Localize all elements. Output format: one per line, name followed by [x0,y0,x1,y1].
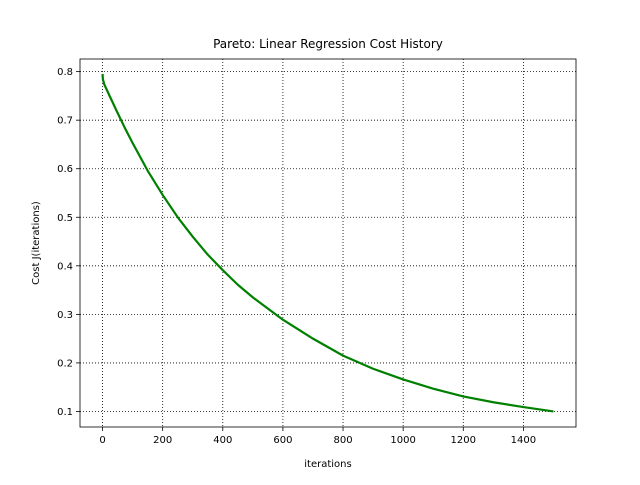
x-tick-label: 0 [99,435,105,446]
y-tick-label: 0.8 [57,67,73,78]
x-tick-label: 1400 [511,435,536,446]
x-tick-label: 200 [153,435,172,446]
y-tick-label: 0.2 [57,358,73,369]
y-axis-label: Cost J(iterations) [31,201,42,285]
series-layer [101,73,554,413]
cost-history-line [101,73,554,413]
grid [80,59,576,427]
x-tick-label: 800 [333,435,352,446]
y-tick-label: 0.4 [57,261,73,272]
y-tick-label: 0.3 [57,310,73,321]
x-tick-label: 400 [213,435,232,446]
plot-frame [79,58,577,428]
x-tick-label: 600 [273,435,292,446]
x-tick-label: 1200 [451,435,476,446]
chart-title: Pareto: Linear Regression Cost History [213,37,443,51]
y-tick-label: 0.6 [57,164,73,175]
y-tick-label: 0.5 [57,213,73,224]
y-tick-label: 0.1 [57,407,73,418]
ticks: 0 200 400 600 800 1000 1200 1400 0.1 0.2 0.3 0.4 0.5… [57,67,536,446]
x-axis-label: iterations [304,459,351,470]
y-tick-label: 0.7 [57,116,73,127]
x-tick-label: 1000 [390,435,415,446]
